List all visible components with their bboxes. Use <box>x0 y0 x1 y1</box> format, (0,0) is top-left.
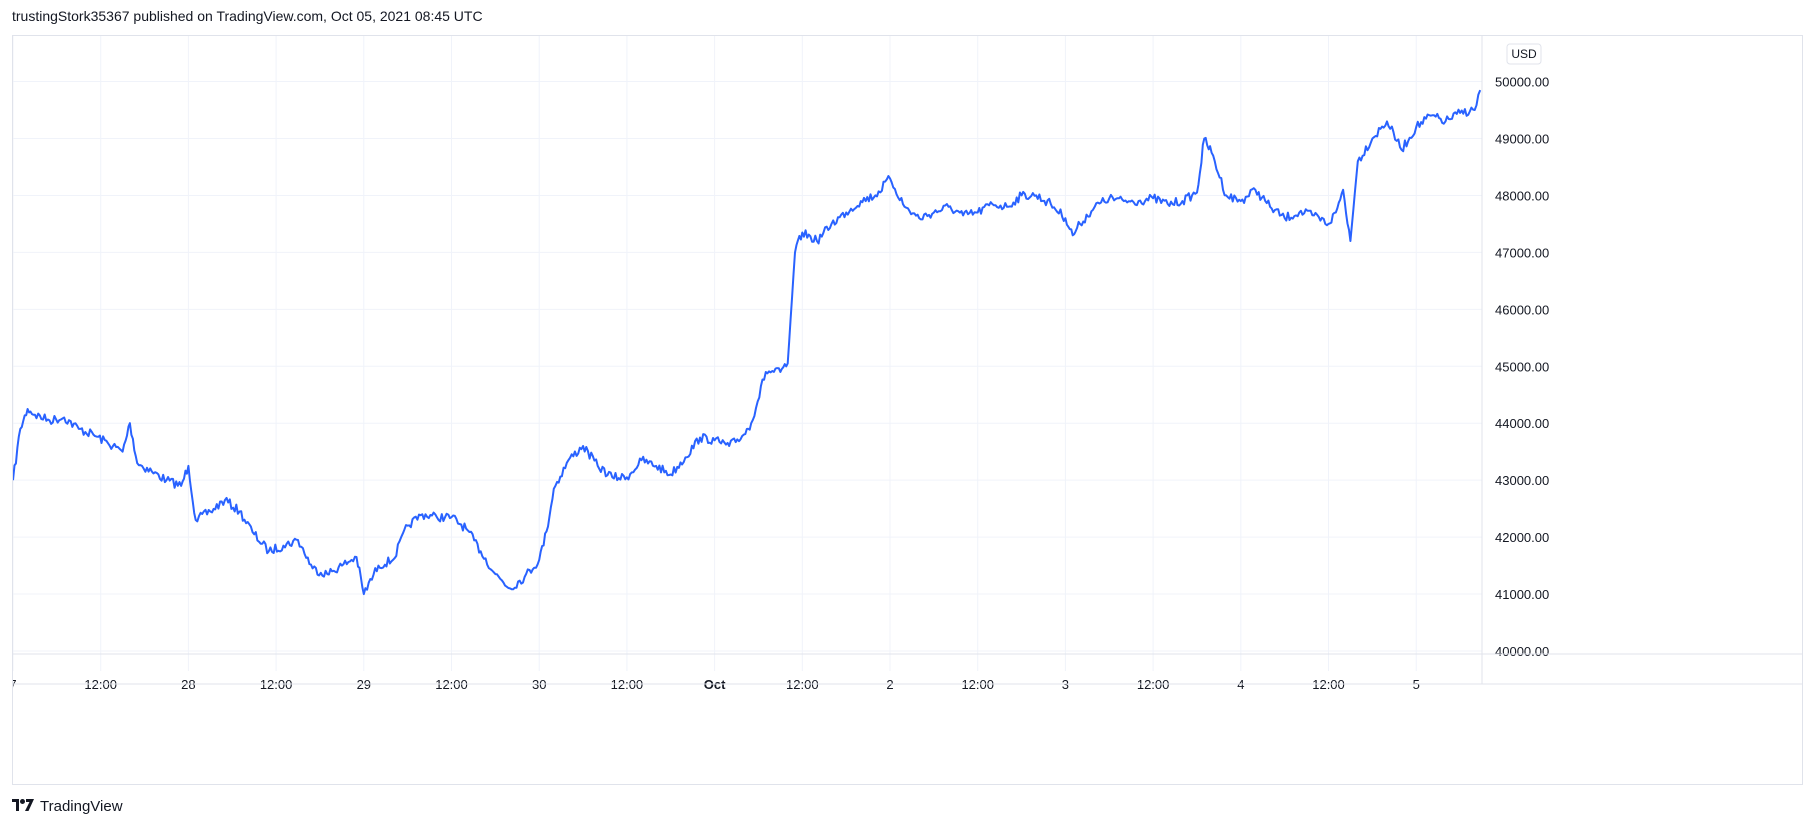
y-tick-label: 40000.00 <box>1495 644 1549 659</box>
y-tick-label: 45000.00 <box>1495 359 1549 374</box>
y-tick-label: 46000.00 <box>1495 302 1549 317</box>
footer: TradingView <box>12 798 123 815</box>
axis-layer: 40000.00 41000.00 42000.00 43000.00 44000.00… <box>13 36 1802 692</box>
currency-label: USD <box>1511 47 1537 61</box>
y-tick-label: 50000.00 <box>1495 75 1549 90</box>
y-tick-label: 43000.00 <box>1495 473 1549 488</box>
grid-layer <box>13 36 1482 671</box>
y-tick-label: 44000.00 <box>1495 416 1549 431</box>
footer-brand-label[interactable]: TradingView <box>40 798 123 815</box>
currency-badge <box>1506 43 1542 65</box>
y-tick-label: 49000.00 <box>1495 132 1549 147</box>
price-chart[interactable]: 40000.00 41000.00 42000.00 43000.00 44000.00… <box>13 36 1802 784</box>
y-tick-label: 41000.00 <box>1495 587 1549 602</box>
chart-frame[interactable]: 40000.00 41000.00 42000.00 43000.00 44000.00… <box>12 35 1803 785</box>
tradingview-logo-icon[interactable] <box>12 798 34 815</box>
publisher-caption: trustingStork35367 published on TradingV… <box>12 8 483 24</box>
y-tick-label: 42000.00 <box>1495 530 1549 545</box>
y-tick-label: 48000.00 <box>1495 188 1549 203</box>
y-tick-label: 47000.00 <box>1495 245 1549 260</box>
line-layer <box>13 89 1482 596</box>
price-series-line <box>13 89 1482 596</box>
